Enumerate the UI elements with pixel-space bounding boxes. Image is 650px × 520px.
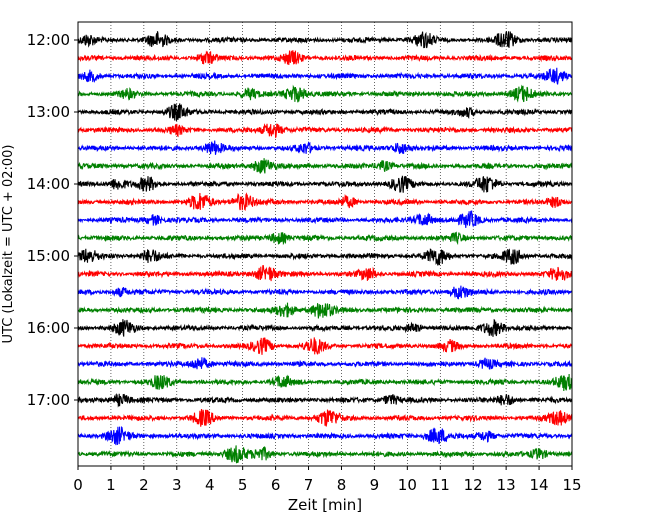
trace-line xyxy=(77,357,573,370)
trace-line xyxy=(77,103,573,122)
trace-line xyxy=(77,445,573,464)
trace-line xyxy=(77,31,573,49)
traces xyxy=(77,31,573,464)
x-tick-label: 9 xyxy=(370,476,380,494)
x-tick-label: 8 xyxy=(337,476,347,494)
x-tick-label: 12 xyxy=(464,476,483,494)
x-tick-label: 0 xyxy=(73,476,83,494)
trace-line xyxy=(77,231,573,246)
x-tick-label: 3 xyxy=(172,476,182,494)
y-tick-label: 17:00 xyxy=(27,391,70,409)
x-tick-label: 6 xyxy=(271,476,281,494)
y-axis-label: UTC (Lokalzeit = UTC + 02:00) xyxy=(1,145,16,344)
x-tick-label: 5 xyxy=(238,476,248,494)
trace-line xyxy=(77,175,573,193)
trace-line xyxy=(77,408,573,427)
x-tick-label: 13 xyxy=(497,476,516,494)
plot-frame xyxy=(77,21,573,467)
y-tick-label: 12:00 xyxy=(27,31,70,49)
x-axis-ticks: 0 1 2 3 4 5 6 7 8 9 10 11 12 13 14 15 xyxy=(73,466,582,494)
trace-line xyxy=(77,318,573,337)
trace-line xyxy=(77,393,573,408)
x-tick-label: 2 xyxy=(139,476,149,494)
x-tick-label: 10 xyxy=(398,476,417,494)
trace-line xyxy=(77,302,573,319)
x-tick-label: 14 xyxy=(530,476,549,494)
trace-line xyxy=(77,123,573,139)
grid-lines xyxy=(110,22,540,466)
trace-line xyxy=(77,209,573,228)
x-tick-label: 15 xyxy=(562,476,581,494)
x-tick-label: 4 xyxy=(205,476,215,494)
trace-line xyxy=(77,264,573,282)
x-tick-label: 1 xyxy=(106,476,116,494)
y-tick-label: 15:00 xyxy=(27,247,70,265)
trace-line xyxy=(77,248,573,266)
trace-line xyxy=(77,158,573,174)
trace-line xyxy=(77,84,573,103)
trace-line xyxy=(77,50,573,66)
y-tick-label: 16:00 xyxy=(27,319,70,337)
trace-line xyxy=(77,140,573,155)
trace-line xyxy=(77,426,573,446)
trace-line xyxy=(77,192,573,211)
y-tick-label: 14:00 xyxy=(27,175,70,193)
y-axis-ticks: 12:00 13:00 14:00 15:00 16:00 17:00 xyxy=(27,31,78,409)
trace-line xyxy=(77,337,573,355)
trace-line xyxy=(77,285,573,300)
trace-line xyxy=(77,67,573,85)
trace-line xyxy=(77,373,573,392)
x-tick-label: 7 xyxy=(304,476,314,494)
y-tick-label: 13:00 xyxy=(27,103,70,121)
x-axis-label: Zeit [min] xyxy=(288,496,362,514)
x-tick-label: 11 xyxy=(431,476,450,494)
